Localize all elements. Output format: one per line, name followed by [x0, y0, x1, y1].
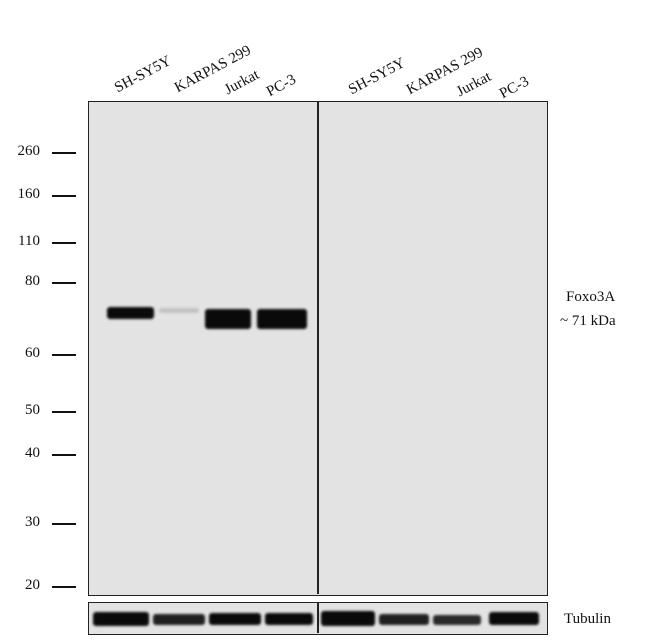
tubulin-band-8 — [489, 612, 539, 625]
mw-label-50: 50 — [25, 402, 40, 418]
tubulin-band-5 — [321, 611, 375, 626]
lane-label-right-4: PC-3 — [497, 73, 532, 103]
mw-tick-50 — [52, 411, 76, 413]
band-left-2 — [159, 308, 199, 313]
mw-label-40: 40 — [25, 445, 40, 461]
tubulin-band-2 — [153, 614, 205, 625]
mw-tick-80 — [52, 282, 76, 284]
mw-label-80: 80 — [25, 273, 40, 289]
band-left-1 — [107, 307, 154, 319]
mw-label-110: 110 — [18, 233, 40, 249]
mw-tick-60 — [52, 354, 76, 356]
mw-label-260: 260 — [17, 143, 41, 159]
mw-tick-40 — [52, 454, 76, 456]
mw-label-160: 160 — [17, 186, 41, 202]
main-blot — [88, 101, 548, 596]
lane-label-left-1: SH-SY5Y — [112, 53, 174, 97]
tubulin-divider — [317, 603, 319, 633]
tubulin-blot — [88, 602, 548, 635]
mw-tick-160 — [52, 195, 76, 197]
target-size: ~ 71 kDa — [560, 313, 616, 329]
mw-tick-20 — [52, 586, 76, 588]
lane-label-right-3: Jurkat — [454, 68, 494, 101]
mw-label-60: 60 — [25, 345, 40, 361]
tubulin-band-6 — [379, 614, 429, 625]
lane-label-right-1: SH-SY5Y — [346, 55, 408, 99]
mw-tick-260 — [52, 152, 76, 154]
target-name: Foxo3A — [566, 289, 616, 305]
tubulin-band-4 — [265, 613, 313, 625]
lane-label-left-4: PC-3 — [264, 71, 299, 101]
tubulin-band-3 — [209, 613, 261, 625]
blot-divider — [317, 102, 319, 594]
band-left-4 — [257, 309, 307, 329]
mw-label-20: 20 — [25, 577, 40, 593]
mw-label-30: 30 — [25, 514, 40, 530]
mw-tick-110 — [52, 242, 76, 244]
tubulin-band-1 — [93, 612, 149, 626]
loading-control-label: Tubulin — [564, 611, 611, 627]
tubulin-band-7 — [433, 615, 481, 625]
mw-tick-30 — [52, 523, 76, 525]
lane-label-left-3: Jurkat — [222, 66, 262, 99]
band-left-3 — [205, 309, 251, 329]
